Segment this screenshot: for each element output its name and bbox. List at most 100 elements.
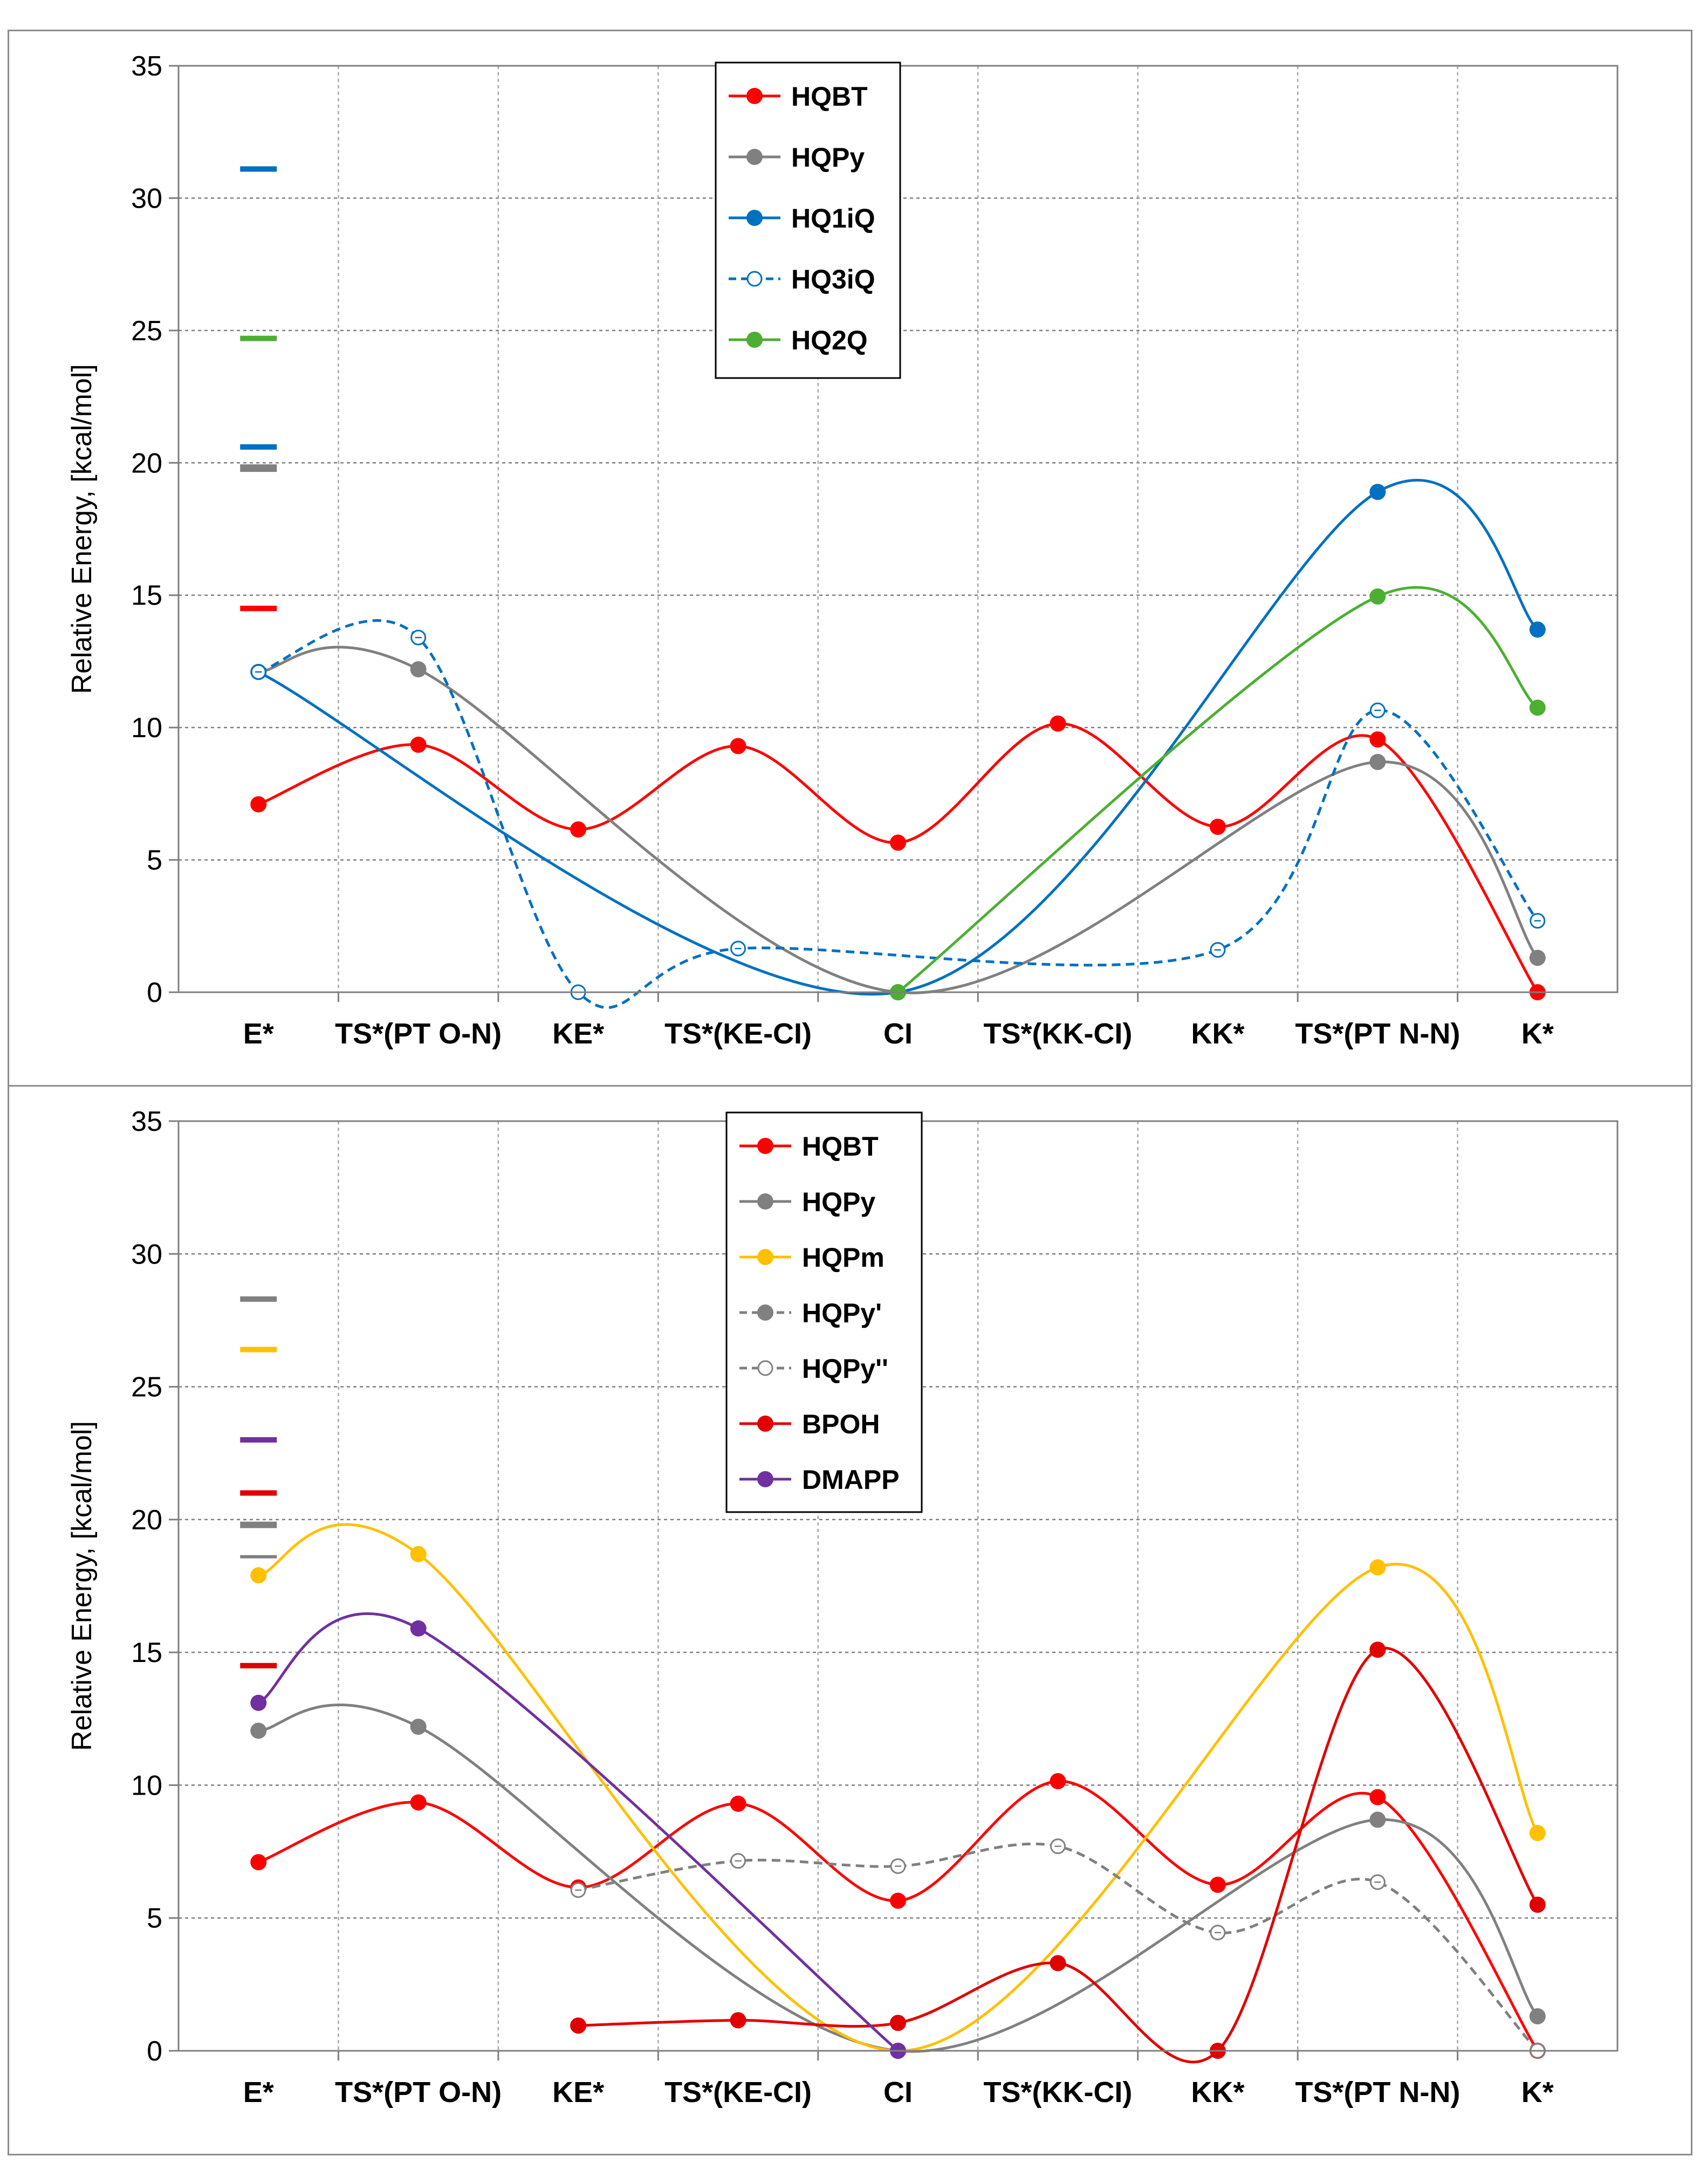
reference-level-mark	[240, 1296, 277, 1302]
legend: HQBT HQPy HQPm HQPy' HQPy'' BPOH DMAPP	[725, 1111, 923, 1513]
data-point-hqbt	[1209, 1877, 1226, 1893]
y-tick-label: 0	[147, 2036, 162, 2067]
legend-swatch-marker-dmapp	[757, 1471, 773, 1487]
data-point-hq1iq	[1369, 484, 1386, 500]
legend-swatch-marker-hqpy	[757, 1193, 773, 1210]
y-tick-label: 25	[131, 315, 162, 347]
legend-swatch-marker-hqbt	[757, 1138, 773, 1154]
data-point-hqbt	[250, 1854, 267, 1871]
data-point-hqpm	[1529, 1825, 1546, 1842]
series-line-hqbt	[258, 1780, 1539, 2052]
data-point-hqpm	[410, 1546, 427, 1562]
x-category-label-ts-pt-n-n: TS*(PT N-N)	[1295, 1018, 1460, 1050]
data-point-hqbt	[730, 738, 746, 754]
legend-label-hqpy: HQPy	[802, 1187, 875, 1217]
reference-level-mark	[240, 1490, 277, 1496]
data-point-hqbt	[1369, 731, 1386, 748]
legend-label-bpoh: BPOH	[802, 1409, 880, 1439]
marker-layer	[240, 166, 277, 612]
energy-chart-top: 0 5 10 15 20 25 30 35 E* TS*(PT O-N) KE* TS*(KE-CI)…	[8, 30, 1692, 1100]
y-axis-title: Relative Energy, [kcal/mol]	[66, 1421, 98, 1751]
legend-label-dmapp: DMAPP	[802, 1465, 900, 1495]
data-point-dmapp	[410, 1620, 427, 1637]
axes-layer: 0 5 10 15 20 25 30 35 E* TS*(PT O-N) KE* TS*(KE-CI)…	[66, 1106, 1619, 2109]
data-point-hqpy	[1529, 2008, 1546, 2024]
data-point-hqpy	[410, 1719, 427, 1735]
legend-swatch-marker-hqpy	[757, 1304, 773, 1321]
legend-label-hqbt: HQBT	[791, 81, 868, 112]
series-line-hqbt	[258, 722, 1539, 993]
series-line-hqpy	[258, 1704, 1539, 2053]
y-tick-label: 10	[131, 1770, 162, 1801]
x-category-label-ts-kk-ci: TS*(KK-CI)	[983, 1018, 1132, 1050]
data-point-hqpy	[1529, 950, 1546, 966]
x-category-label-ke: KE*	[552, 1018, 604, 1050]
y-tick-label: 30	[131, 183, 162, 214]
data-point-hqbt	[890, 1892, 906, 1909]
y-tick-label: 15	[131, 1637, 162, 1668]
series-layer	[250, 1523, 1546, 2064]
reference-level-mark	[240, 444, 277, 450]
data-point-hq1iq	[1529, 621, 1546, 638]
legend-swatch-marker-hq3iq	[746, 271, 763, 287]
x-category-label-ts-pt-n-n: TS*(PT N-N)	[1295, 2076, 1460, 2109]
data-point-hqbt	[1209, 819, 1226, 835]
y-tick-label: 15	[131, 580, 162, 612]
data-point-hqbt	[1369, 1789, 1386, 1805]
data-point-hq2q	[1529, 699, 1546, 716]
x-category-label-ts-kk-ci: TS*(KK-CI)	[983, 2076, 1132, 2109]
legend-label-hqpy: HQPy''	[802, 1354, 888, 1384]
energy-chart-bottom: 0 5 10 15 20 25 30 35 E* TS*(PT O-N) KE* TS*(KE-CI)…	[8, 1085, 1692, 2155]
y-tick-label: 35	[131, 1106, 162, 1137]
legend-swatch-marker-hqpy	[746, 149, 763, 165]
x-category-label-kk: KK*	[1191, 1018, 1244, 1050]
data-point-hqbt	[730, 1795, 746, 1812]
y-tick-label: 20	[131, 448, 162, 479]
data-point-hqbt	[410, 1794, 427, 1811]
reference-level-mark	[240, 335, 277, 341]
series-line-hq1iq	[258, 479, 1539, 996]
y-tick-label: 5	[147, 845, 162, 876]
series-layer	[250, 479, 1546, 1009]
legend-label-hqbt: HQBT	[802, 1131, 879, 1162]
reference-level-mark	[240, 1663, 277, 1668]
series-line-hq3iq	[258, 619, 1539, 1009]
legend-label-hqpm: HQPm	[802, 1242, 885, 1273]
y-tick-label: 20	[131, 1505, 162, 1536]
data-point-hqpy	[250, 1722, 267, 1739]
reference-level-mark	[240, 606, 277, 612]
legend-swatch-marker-hqbt	[746, 88, 763, 104]
reference-level-mark	[240, 166, 277, 172]
x-category-label-ts-ke-ci: TS*(KE-CI)	[664, 2076, 812, 2109]
x-category-label-kk: KK*	[1191, 2076, 1244, 2109]
data-point-dmapp	[250, 1694, 267, 1711]
legend-label-hqpy: HQPy'	[802, 1298, 882, 1328]
y-tick-label: 25	[131, 1372, 162, 1403]
legend-swatch-marker-hq2q	[746, 332, 763, 348]
reference-level-mark	[240, 1555, 277, 1558]
x-category-label-ci: CI	[883, 1018, 913, 1050]
reference-level-mark	[240, 1437, 277, 1443]
data-point-hqpm	[250, 1567, 267, 1584]
data-point-hqbt	[250, 796, 267, 813]
legend-label-hq1iq: HQ1iQ	[791, 203, 875, 233]
legend-label-hq3iq: HQ3iQ	[791, 264, 875, 294]
x-category-label-e: E*	[243, 2076, 274, 2109]
y-axis-title: Relative Energy, [kcal/mol]	[66, 364, 98, 694]
data-point-bpoh	[1050, 1955, 1066, 1972]
x-category-label-ts-ke-ci: TS*(KE-CI)	[664, 1018, 812, 1050]
x-category-label-ts-pt-o-n: TS*(PT O-N)	[335, 2076, 502, 2109]
legend-swatch-marker-hqpy	[757, 1360, 773, 1376]
data-point-hqbt	[1050, 1773, 1066, 1790]
data-point-bpoh	[1529, 1897, 1546, 1913]
legend-swatch-marker-hq1iq	[746, 210, 763, 226]
x-category-label-e: E*	[243, 1018, 274, 1050]
data-point-bpoh	[1369, 1642, 1386, 1658]
y-tick-label: 35	[131, 51, 162, 82]
data-point-hqbt	[890, 834, 906, 851]
data-point-hqpy	[1369, 1811, 1386, 1828]
series-line-bpoh	[578, 1646, 1539, 2064]
x-category-label-k: K*	[1521, 1018, 1554, 1050]
series-line-hqpy	[258, 645, 1539, 994]
data-point-bpoh	[730, 2012, 746, 2029]
